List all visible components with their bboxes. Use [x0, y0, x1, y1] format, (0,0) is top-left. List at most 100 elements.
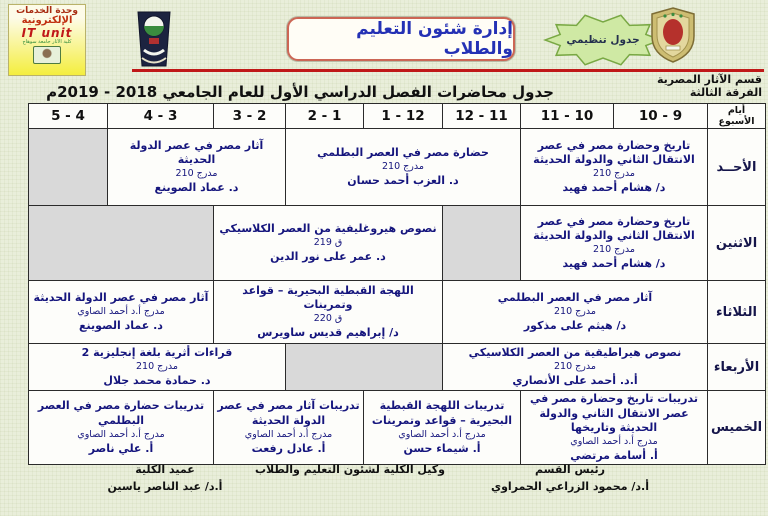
course-lecturer: أ. عادل رفعت [251, 441, 326, 455]
time-slot-header: 2 - 3 [213, 103, 286, 129]
day-row-4: الخميس تدريبات تاريخ وحضارة مصر في عصر ال… [28, 390, 766, 465]
it-unit-logo: وحدة الخدمات الإلكترونية IT unit كلية ال… [8, 4, 86, 76]
lecture-cell: اللهجة القبطية البحيرية – قواعد وتمرينات… [213, 280, 443, 344]
course-lecturer: د. عمر على نور الدين [270, 250, 386, 264]
lecture-cell: تدريبات آثار مصر في عصر الدولة الحديثة مد… [213, 390, 364, 465]
lecture-cell: تدريبات تاريخ وحضارة مصر في عصر الانتقال… [520, 390, 708, 465]
time-slot-header: 3 - 4 [107, 103, 214, 129]
course-lecturer: أ. شيماء حسن [403, 441, 481, 455]
lecture-cell: تاريخ وحضارة مصر في عصر الانتقال الثاني … [520, 205, 708, 281]
it-unit-photo [33, 45, 61, 64]
course-lecturer: د. حمادة محمد جلال [103, 374, 211, 388]
course-lecturer: د. العزب أحمد حسان [347, 174, 459, 188]
lecture-cell: حضارة مصر في العصر البطلمي مدرج 210 د. الع… [285, 128, 521, 206]
day-row-0: الأحــد تاريخ وحضارة مصر في عصر الانتقال … [28, 128, 766, 206]
signature-vice-dean: وكيل الكلية لشئون التعليم والطلاب [230, 462, 470, 479]
course-room: مدرج 210 [382, 161, 424, 173]
course-title: تدريبات تاريخ وحضارة مصر في عصر الانتقال… [530, 392, 698, 434]
faculty-logo-icon [128, 8, 180, 74]
course-title: نصوص هيراطيقية من العصر الكلاسيكي [468, 346, 682, 360]
header-divider-line [132, 69, 764, 72]
time-slot-header: 9 - 10 [613, 103, 708, 129]
education-affairs-label: إدارة شئون التعليم والطلاب [356, 19, 513, 59]
course-lecturer: د/ هشام أحمد فهيد [562, 257, 666, 271]
course-room: ق 220 [313, 313, 343, 325]
course-room: مدرج 210 [136, 361, 178, 373]
day-label: الاثنين [707, 205, 766, 281]
days-header: أيام الأسبوع [707, 103, 766, 129]
course-room: مدرج 210 [554, 306, 596, 318]
course-title: آثار مصر في عصر الدولة الحديثة [129, 138, 264, 167]
course-lecturer: د. عماد الصوينع [154, 181, 239, 195]
course-title: تاريخ وحضارة مصر في عصر الانتقال الثاني … [533, 214, 695, 243]
lecture-cell: تدريبات حضارة مصر في العصر البطلمي مدرج أ… [28, 390, 214, 465]
course-lecturer: د/ هيثم على مذكور [523, 319, 627, 333]
starburst-icon [542, 14, 664, 66]
course-title: تدريبات آثار مصر في عصر الدولة الحديثة [217, 399, 360, 427]
course-room: مدرج 210 [175, 168, 218, 180]
course-lecturer: د/ هشام أحمد فهيد [562, 181, 666, 195]
course-room: مدرج أ.د أحمد الصاوي [77, 428, 165, 440]
day-label: الثلاثاء [707, 280, 766, 344]
day-label: الأحــد [707, 128, 766, 206]
day-label: الخميس [707, 390, 766, 465]
course-lecturer: أ. علي ناصر [88, 441, 154, 455]
course-title: تدريبات حضارة مصر في العصر البطلمي [37, 399, 205, 427]
it-unit-line3: IT unit [21, 25, 73, 40]
empty-slot [28, 205, 214, 281]
department-name: قسم الآثار المصرية [657, 73, 762, 86]
day-row-1: الاثنين تاريخ وحضارة مصر في عصر الانتقال … [28, 205, 766, 281]
it-unit-line2: الإلكترونية [21, 15, 73, 27]
course-title: قراءات أثرية بلغة إنجليزية 2 [81, 346, 233, 360]
course-lecturer: د. عماد الصوينع [79, 319, 163, 333]
lecture-cell: نصوص هيروغليفية من العصر الكلاسيكي ق 219 د… [213, 205, 443, 281]
signature-dean: عميد الكلية أ.د/ عبد الناصر ياسين [40, 462, 290, 494]
lecture-cell: آثار مصر في العصر البطلمي مدرج 210 د/ هيثم… [442, 280, 708, 344]
empty-slot [442, 205, 521, 281]
organizational-badge-label: جدول تنظيمي [566, 34, 640, 46]
course-room: مدرج أ.د أحمد الصاوي [244, 428, 333, 440]
course-title: تاريخ وحضارة مصر في عصر الانتقال الثاني … [533, 138, 695, 167]
course-lecturer: أ.د. أحمد على الأنصاري [512, 374, 638, 388]
course-title: آثار مصر في عصر الدولة الحديثة [33, 291, 209, 305]
lecture-cell: تدريبات اللهجة القبطية البحيرية – قواعد … [363, 390, 521, 465]
day-row-2: الثلاثاء آثار مصر في العصر البطلمي مدرج 21… [28, 280, 766, 344]
signature-title: وكيل الكلية لشئون التعليم والطلاب [255, 463, 445, 476]
course-title: حضارة مصر في العصر البطلمي [317, 146, 489, 160]
course-lecturer: أ. أسامة مرتضي [570, 449, 658, 462]
signature-name: أ.د/ محمود الزراعي الحمراوي [491, 480, 649, 493]
time-slot-header: 12 - 1 [363, 103, 443, 129]
time-slot-header: 4 - 5 [28, 103, 108, 129]
course-title: آثار مصر في العصر البطلمي [497, 291, 653, 305]
it-unit-line1: وحدة الخدمات [16, 6, 78, 16]
course-title: نصوص هيروغليفية من العصر الكلاسيكي [219, 222, 437, 236]
signature-name: أ.د/ عبد الناصر ياسين [107, 480, 223, 493]
time-slot-header: 1 - 2 [285, 103, 364, 129]
signature-title: رئيس القسم [535, 463, 605, 476]
it-unit-line4: كلية الآثار جامعة سوهاج [22, 38, 72, 45]
course-room: مدرج أ.د أحمد الصاوي [77, 306, 165, 318]
course-lecturer: د/ إبراهيم قديس ساويرس [257, 326, 399, 340]
lecture-cell: تاريخ وحضارة مصر في عصر الانتقال الثاني … [520, 128, 708, 206]
course-room: مدرج أ.د أحمد الصاوي [398, 428, 486, 440]
university-emblem-icon [648, 6, 698, 68]
lecture-cell: قراءات أثرية بلغة إنجليزية 2 مدرج 210 د. ح… [28, 343, 286, 391]
signature-department-head: رئيس القسم أ.د/ محمود الزراعي الحمراوي [450, 462, 690, 494]
time-slot-header: 11 - 12 [442, 103, 521, 129]
signature-title: عميد الكلية [135, 463, 195, 476]
day-row-3: الأربعاء نصوص هيراطيقية من العصر الكلاسيك… [28, 343, 766, 391]
course-room: مدرج 210 [593, 244, 635, 256]
course-room: مدرج 210 [593, 168, 635, 180]
schedule-title: جدول محاضرات الفصل الدراسي الأول للعام ا… [46, 83, 554, 101]
year-level: الفرقة الثالثة [689, 86, 762, 99]
education-affairs-box: إدارة شئون التعليم والطلاب [287, 17, 515, 61]
course-room: ق 219 [313, 237, 343, 249]
empty-slot [285, 343, 443, 391]
day-label: الأربعاء [707, 343, 766, 391]
empty-slot [28, 128, 108, 206]
course-title: تدريبات اللهجة القبطية البحيرية – قواعد … [371, 399, 513, 427]
lecture-cell: آثار مصر في عصر الدولة الحديثة مدرج أ.د أ… [28, 280, 214, 344]
